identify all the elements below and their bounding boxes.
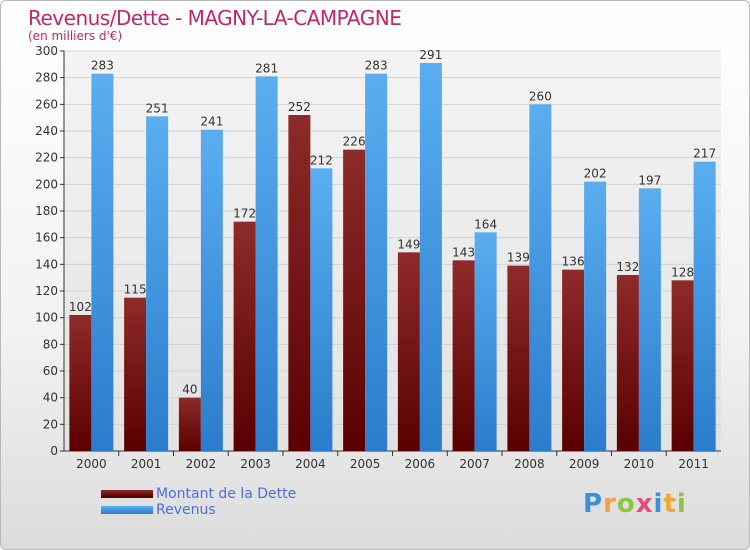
data-label: 283 bbox=[91, 59, 114, 73]
y-tick-label: 80 bbox=[43, 337, 58, 351]
bar-dette bbox=[69, 315, 92, 451]
legend-label-revenus: Revenus bbox=[156, 502, 216, 518]
y-tick-label: 300 bbox=[35, 44, 58, 58]
data-label: 241 bbox=[200, 115, 223, 129]
x-tick-label: 2006 bbox=[405, 457, 436, 471]
y-tick-label: 0 bbox=[50, 444, 58, 458]
data-label: 128 bbox=[671, 265, 694, 279]
chart-title: Revenus/Dette - MAGNY-LA-CAMPAGNE bbox=[28, 6, 402, 30]
data-label: 197 bbox=[638, 173, 661, 187]
bar-dette bbox=[452, 260, 475, 451]
y-tick-label: 20 bbox=[43, 417, 58, 431]
x-tick-label: 2002 bbox=[186, 457, 217, 471]
x-tick-label: 2000 bbox=[76, 457, 107, 471]
data-label: 132 bbox=[616, 260, 639, 274]
logo-letter: t bbox=[663, 489, 677, 519]
data-label: 40 bbox=[182, 383, 197, 397]
proxiti-logo: Proxiti bbox=[583, 489, 687, 519]
data-label: 202 bbox=[584, 167, 607, 181]
data-label: 226 bbox=[343, 135, 366, 149]
bar-revenus bbox=[146, 116, 169, 451]
y-tick-label: 60 bbox=[43, 364, 58, 378]
x-tick-label: 2003 bbox=[240, 457, 271, 471]
bar-revenus bbox=[529, 104, 552, 451]
data-label: 172 bbox=[233, 207, 256, 221]
bar-dette bbox=[397, 252, 420, 451]
bar-revenus bbox=[474, 232, 497, 451]
data-label: 143 bbox=[452, 245, 475, 259]
x-tick-label: 2009 bbox=[569, 457, 600, 471]
y-tick-label: 180 bbox=[35, 204, 58, 218]
bar-revenus bbox=[638, 188, 661, 452]
bar-dette bbox=[288, 115, 311, 451]
bar-dette bbox=[178, 397, 201, 451]
legend-label-dette: Montant de la Dette bbox=[156, 486, 297, 502]
y-tick-label: 120 bbox=[35, 284, 58, 298]
logo-letter: r bbox=[603, 489, 617, 519]
x-tick-label: 2011 bbox=[678, 457, 709, 471]
y-tick-label: 100 bbox=[35, 311, 58, 325]
y-tick-label: 200 bbox=[35, 177, 58, 191]
data-label: 212 bbox=[310, 153, 333, 167]
y-tick-label: 260 bbox=[35, 97, 58, 111]
x-tick-label: 2004 bbox=[295, 457, 326, 471]
bar-dette bbox=[343, 149, 366, 451]
bar-revenus bbox=[584, 181, 607, 451]
bar-dette bbox=[616, 275, 639, 451]
plot-area bbox=[64, 51, 721, 451]
data-label: 136 bbox=[562, 255, 585, 269]
bar-revenus bbox=[255, 76, 278, 451]
logo-letter: P bbox=[583, 489, 604, 519]
y-tick-label: 160 bbox=[35, 231, 58, 245]
legend-swatch-revenus bbox=[101, 506, 153, 514]
data-label: 291 bbox=[419, 48, 442, 62]
bar-dette bbox=[124, 297, 147, 451]
data-label: 281 bbox=[255, 61, 278, 75]
bar-dette bbox=[507, 265, 530, 451]
bar-revenus bbox=[365, 73, 388, 452]
x-tick-label: 2001 bbox=[131, 457, 162, 471]
data-label: 139 bbox=[507, 251, 530, 265]
data-label: 149 bbox=[397, 237, 420, 251]
y-tick-label: 40 bbox=[43, 391, 58, 405]
legend-swatch-dette bbox=[101, 490, 153, 498]
bar-dette bbox=[233, 221, 256, 451]
bar-revenus bbox=[693, 161, 716, 451]
bar-dette bbox=[562, 269, 585, 451]
logo-letter: i bbox=[653, 489, 664, 519]
y-tick-label: 280 bbox=[35, 71, 58, 85]
data-label: 102 bbox=[69, 300, 92, 314]
x-tick-label: 2007 bbox=[459, 457, 490, 471]
x-tick-label: 2008 bbox=[514, 457, 545, 471]
chart-subtitle: (en milliers d'€) bbox=[28, 29, 123, 43]
data-label: 164 bbox=[474, 217, 497, 231]
data-label: 252 bbox=[288, 100, 311, 114]
logo-letter: x bbox=[635, 489, 654, 519]
bar-revenus bbox=[310, 168, 333, 452]
x-tick-label: 2010 bbox=[624, 457, 655, 471]
x-tick-label: 2005 bbox=[350, 457, 381, 471]
data-label: 251 bbox=[146, 101, 169, 115]
bar-dette bbox=[671, 280, 694, 451]
data-label: 260 bbox=[529, 89, 552, 103]
bar-revenus bbox=[419, 63, 442, 451]
logo-letter: i bbox=[676, 489, 687, 519]
bar-revenus bbox=[200, 129, 223, 451]
data-label: 283 bbox=[365, 59, 388, 73]
data-label: 217 bbox=[693, 147, 716, 161]
data-label: 115 bbox=[124, 283, 147, 297]
logo-letter: o bbox=[616, 489, 636, 519]
y-tick-label: 240 bbox=[35, 124, 58, 138]
y-tick-label: 220 bbox=[35, 151, 58, 165]
y-tick-label: 140 bbox=[35, 257, 58, 271]
bar-revenus bbox=[91, 73, 114, 452]
